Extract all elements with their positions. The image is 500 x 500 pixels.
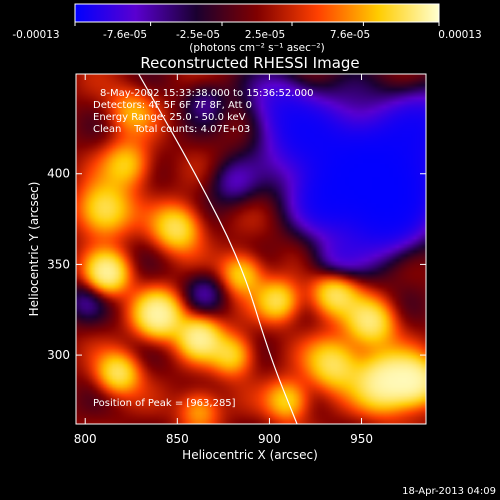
colorbar-tick-label: 2.5e-05: [245, 29, 285, 41]
x-tick-label: 900: [258, 432, 281, 446]
y-tick-label: 350: [47, 257, 70, 271]
annotation-time: 8-May-2002 15:33:38.000 to 15:36:52.000: [100, 88, 313, 99]
annotation-energy: Energy Range: 25.0 - 50.0 keV: [93, 112, 246, 123]
annotation-detectors: Detectors: 4F 5F 6F 7F 8F, Att 0: [93, 100, 252, 111]
footer-date: 18-Apr-2013 04:09: [402, 486, 496, 497]
colorbar-ticks: -0.00013 -7.6e-05 -2.5e-05 2.5e-05 7.6e-05 0.…: [12, 22, 482, 41]
y-axis-label: Heliocentric Y (arcsec): [27, 182, 41, 317]
x-tick-label: 850: [166, 432, 189, 446]
heatmap-image: [76, 74, 426, 424]
colorbar-units: (photons cm⁻² s⁻¹ asec⁻²): [189, 42, 324, 54]
x-tick-label: 800: [74, 432, 97, 446]
chart-title: Reconstructed RHESSI Image: [140, 54, 359, 72]
colorbar-tick-label: -7.6e-05: [103, 29, 147, 41]
colorbar: [74, 3, 440, 23]
solar-limb-line: [138, 74, 298, 424]
x-tick-label: 950: [350, 432, 373, 446]
colorbar-tick-label: 7.6e-05: [330, 29, 370, 41]
colorbar-tick-label: -0.00013: [12, 29, 59, 41]
plot-frame: [75, 73, 427, 425]
annotation-counts: Clean Total counts: 4.07E+03: [93, 124, 250, 135]
plot-area: [76, 74, 426, 424]
x-axis-ticks: 800 850 900 950: [74, 74, 373, 446]
y-tick-label: 400: [47, 167, 70, 181]
colorbar-tick-label: 0.00013: [438, 29, 481, 41]
x-axis-label: Heliocentric X (arcsec): [182, 448, 318, 462]
y-tick-label: 300: [47, 348, 70, 362]
peak-position-label: Position of Peak = [963,285]: [93, 398, 236, 409]
y-axis-ticks: 300 350 400: [47, 167, 426, 362]
colorbar-tick-label: -2.5e-05: [176, 29, 220, 41]
